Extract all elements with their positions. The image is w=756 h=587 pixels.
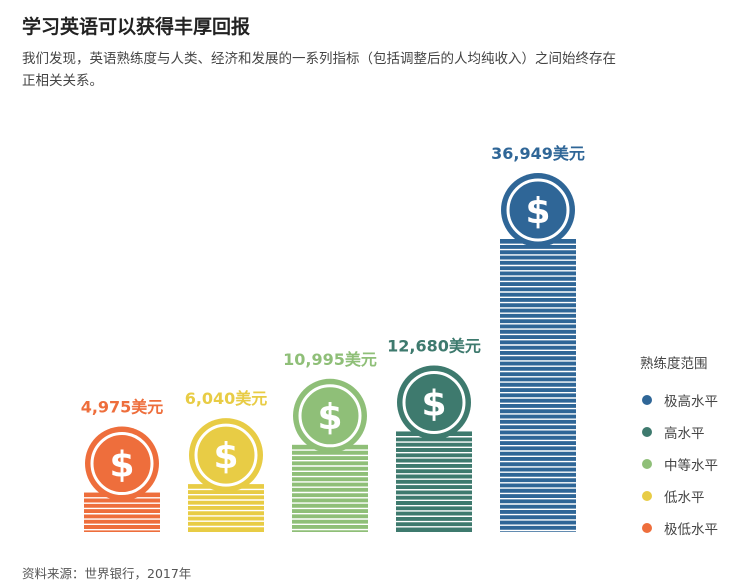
value-label: 4,975美元 (81, 398, 164, 417)
coin-ring (402, 370, 466, 434)
chart-subtitle: 我们发现，英语熟练度与人类、经济和发展的一系列指标（包括调整后的人均纯收入）之间… (22, 51, 616, 89)
coin-ring (298, 384, 362, 448)
legend-item-low: 低水平 (640, 480, 718, 512)
coin (189, 418, 263, 493)
legend-item-high: 高水平 (640, 416, 718, 448)
legend-label: 低水平 (664, 490, 705, 506)
legend-item-very-high: 极高水平 (640, 384, 718, 416)
legend-label: 极低水平 (664, 522, 718, 538)
coin (501, 173, 575, 247)
dollar-icon: $ (317, 397, 342, 438)
dollar-icon: $ (525, 191, 550, 232)
legend-item-medium: 中等水平 (640, 448, 718, 480)
value-label: 12,680美元 (387, 336, 481, 355)
bar-4: $12,680美元 (387, 336, 481, 532)
value-label: 10,995美元 (283, 350, 377, 369)
coin-ring (506, 178, 570, 242)
coin-stack (292, 444, 368, 532)
legend-swatch (642, 395, 652, 405)
bar-1: $4,975美元 (81, 398, 164, 532)
source-note: 资料来源：世界银行，2017年 (22, 566, 192, 581)
coin (397, 365, 471, 440)
bar-3: $10,995美元 (283, 350, 377, 532)
value-label: 36,949美元 (491, 144, 585, 163)
legend-label: 中等水平 (664, 458, 718, 474)
coin (293, 378, 367, 453)
legend-label: 极高水平 (664, 394, 718, 410)
legend-title: 熟练度范围 (640, 356, 708, 372)
coin-ring (90, 432, 154, 496)
legend-swatch (642, 459, 652, 469)
legend-swatch (642, 523, 652, 533)
legend-swatch (642, 491, 652, 501)
legend-label: 高水平 (664, 426, 705, 442)
bar-5: $36,949美元 (491, 144, 585, 532)
dollar-icon: $ (421, 383, 446, 424)
legend: 熟练度范围 极高水平 高水平 中等水平 低水平 极低水平 (640, 352, 718, 544)
dollar-icon: $ (213, 436, 238, 477)
coin-ring (194, 423, 258, 487)
chart-title: 学习英语可以获得丰厚回报 (22, 16, 251, 38)
legend-swatch (642, 427, 652, 437)
coin-stack (396, 431, 472, 532)
value-label: 6,040美元 (185, 389, 268, 408)
dollar-icon: $ (109, 445, 134, 486)
bar-2: $6,040美元 (185, 389, 268, 532)
coin (85, 426, 159, 501)
legend-item-very-low: 极低水平 (640, 512, 718, 544)
